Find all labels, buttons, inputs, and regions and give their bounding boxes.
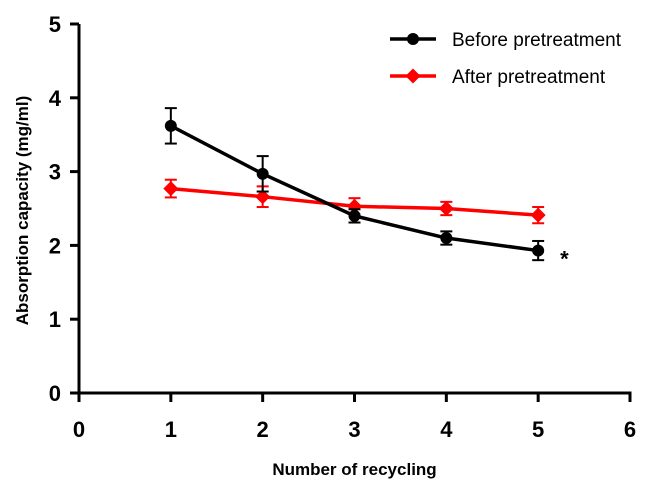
- y-tick-label: 3: [49, 160, 61, 185]
- data-point: [440, 232, 453, 245]
- significance-annotation: *: [560, 247, 569, 272]
- legend-item: Before pretreatment: [390, 30, 622, 51]
- data-point: [532, 244, 545, 257]
- data-point: [530, 207, 546, 223]
- legend-label: Before pretreatment: [452, 30, 622, 51]
- legend-label: After pretreatment: [452, 67, 606, 88]
- x-tick-label: 6: [624, 417, 636, 442]
- y-tick-label: 2: [49, 233, 61, 258]
- data-point: [348, 209, 361, 222]
- x-tick-label: 2: [257, 417, 269, 442]
- data-point: [163, 181, 179, 197]
- legend-marker: [407, 33, 419, 45]
- x-tick-label: 1: [165, 417, 177, 442]
- x-axis-title: Number of recycling: [272, 460, 436, 479]
- series-before-pretreatment: [164, 107, 545, 262]
- y-tick-label: 0: [49, 381, 61, 406]
- legend-marker: [405, 68, 421, 84]
- x-tick-label: 0: [73, 417, 85, 442]
- x-tick-label: 3: [348, 417, 360, 442]
- x-tick-label: 4: [440, 417, 453, 442]
- plot-area: *: [163, 107, 569, 272]
- data-point: [256, 167, 269, 180]
- series-line: [170, 124, 539, 253]
- legend-item: After pretreatment: [390, 67, 606, 88]
- axes: 0 1 2 3 4 5 6 0 1 2 3 4 5: [49, 12, 636, 442]
- data-point: [438, 201, 454, 216]
- x-tick-label: 5: [532, 417, 544, 442]
- y-tick-label: 4: [49, 86, 62, 111]
- y-axis-title: Absorption capacity (mg/ml): [13, 96, 32, 326]
- legend: Before pretreatment After pretreatment: [390, 30, 622, 88]
- data-point: [255, 189, 271, 205]
- y-tick-label: 1: [49, 307, 61, 332]
- y-tick-label: 5: [49, 12, 61, 37]
- data-point: [164, 119, 177, 132]
